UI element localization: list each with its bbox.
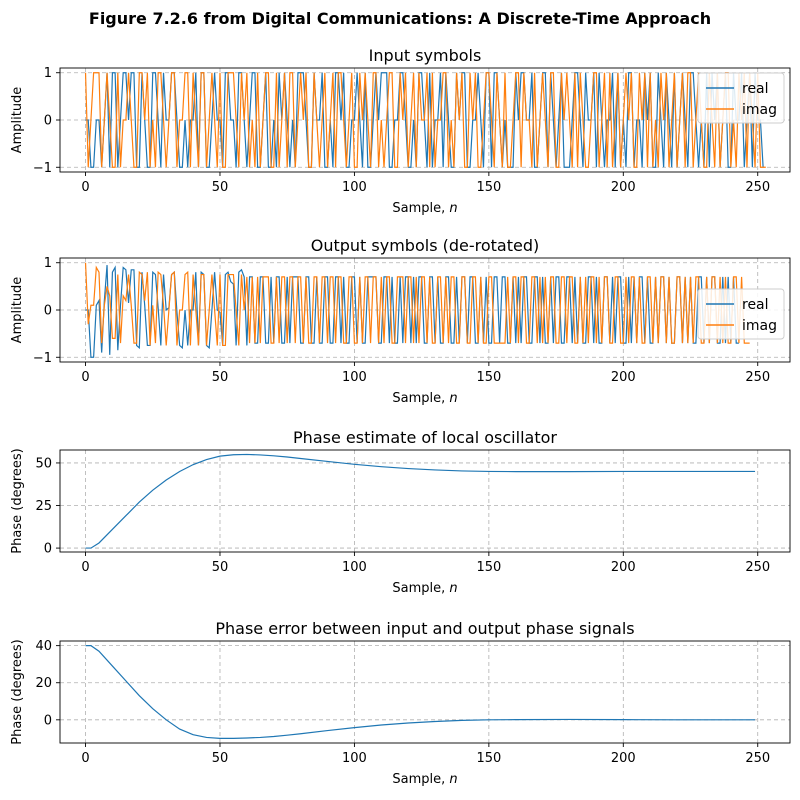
x-axis-label-var: n: [449, 201, 457, 216]
chart-title: Phase error between input and output pha…: [215, 619, 634, 638]
x-axis-label-var: n: [449, 581, 457, 596]
x-axis-label-text: Sample,: [392, 772, 449, 787]
legend-box: [697, 288, 785, 340]
x-tick-label: 0: [81, 370, 89, 385]
x-tick-label: 250: [745, 751, 770, 766]
plot-frame: [59, 449, 791, 553]
legend-box: [697, 72, 785, 124]
x-tick-label: 50: [212, 560, 229, 575]
x-axis-label-text: Sample,: [392, 391, 449, 406]
x-tick-label: 100: [342, 560, 367, 575]
y-tick-label: 50: [35, 456, 52, 471]
x-axis-label-text: Sample,: [392, 201, 449, 216]
x-axis-label-var: n: [449, 391, 457, 406]
x-tick-label: 200: [611, 180, 636, 195]
legend-label-real: real: [742, 81, 769, 97]
x-axis-label: Sample, n: [392, 391, 457, 406]
x-tick-label: 50: [212, 370, 229, 385]
y-tick-label: 0: [44, 542, 52, 557]
y-axis-label: Amplitude: [10, 277, 25, 344]
chart-title: Phase estimate of local oscillator: [293, 428, 557, 447]
chart-panel-4: 0 50 100 150 200 250 0 20 40 Phase error between …: [10, 619, 791, 787]
x-tick-label: 200: [611, 751, 636, 766]
y-axis-label: Phase (degrees): [10, 639, 25, 744]
y-tick-label: 25: [35, 499, 52, 514]
legend: real imag: [697, 288, 785, 340]
x-tick-label: 250: [745, 370, 770, 385]
plot-frame: [59, 640, 791, 744]
y-tick-label: 1: [44, 66, 52, 81]
chart-panel-3: 0 50 100 150 200 250 0 25 50 Phase estimate of lo…: [10, 428, 791, 596]
y-tick-label: 1: [44, 256, 52, 271]
series-line-phase: [85, 453, 756, 549]
x-axis-label-text: Sample,: [392, 581, 449, 596]
x-tick-label: 250: [745, 180, 770, 195]
x-axis-label: Sample, n: [392, 201, 457, 216]
y-tick-label: −1: [33, 161, 52, 176]
chart-title: Output symbols (de-rotated): [311, 236, 540, 255]
y-axis-label: Amplitude: [10, 87, 25, 154]
x-tick-label: 0: [81, 751, 89, 766]
legend-label-imag: imag: [742, 102, 777, 118]
x-tick-label: 150: [476, 180, 501, 195]
x-tick-label: 250: [745, 560, 770, 575]
x-tick-label: 0: [81, 560, 89, 575]
figure-title: Figure 7.2.6 from Digital Communications…: [89, 9, 711, 28]
chart-panel-2: 0 50 100 150 200 250 −1 0 1 Output symbols (de-ro…: [10, 236, 791, 406]
chart-panel-1: 0 50 100 150 200 250 −1 0 1 Input symbols Sample, …: [10, 46, 791, 216]
x-tick-label: 150: [476, 751, 501, 766]
x-tick-label: 50: [212, 180, 229, 195]
chart-title: Input symbols: [369, 46, 482, 65]
series-line-imag: [84, 72, 766, 168]
x-tick-label: 50: [212, 751, 229, 766]
x-tick-label: 100: [342, 180, 367, 195]
x-axis-label: Sample, n: [392, 772, 457, 787]
y-tick-label: 0: [44, 713, 52, 728]
x-tick-label: 200: [611, 370, 636, 385]
series-line-phase: [85, 645, 756, 739]
x-tick-label: 100: [342, 751, 367, 766]
legend-label-imag: imag: [742, 318, 777, 334]
x-tick-label: 0: [81, 180, 89, 195]
x-tick-label: 150: [476, 560, 501, 575]
y-axis-label: Phase (degrees): [10, 448, 25, 553]
x-axis-label-var: n: [449, 772, 457, 787]
y-tick-label: −1: [33, 351, 52, 366]
y-tick-label: 40: [35, 639, 52, 654]
legend: real imag: [697, 72, 785, 124]
x-tick-label: 200: [611, 560, 636, 575]
legend-label-real: real: [742, 297, 769, 313]
x-tick-label: 150: [476, 370, 501, 385]
y-tick-label: 0: [44, 114, 52, 129]
y-tick-label: 20: [35, 676, 52, 691]
x-tick-label: 100: [342, 370, 367, 385]
x-axis-label: Sample, n: [392, 581, 457, 596]
y-tick-label: 0: [44, 304, 52, 319]
series-line-imag: [84, 262, 750, 347]
